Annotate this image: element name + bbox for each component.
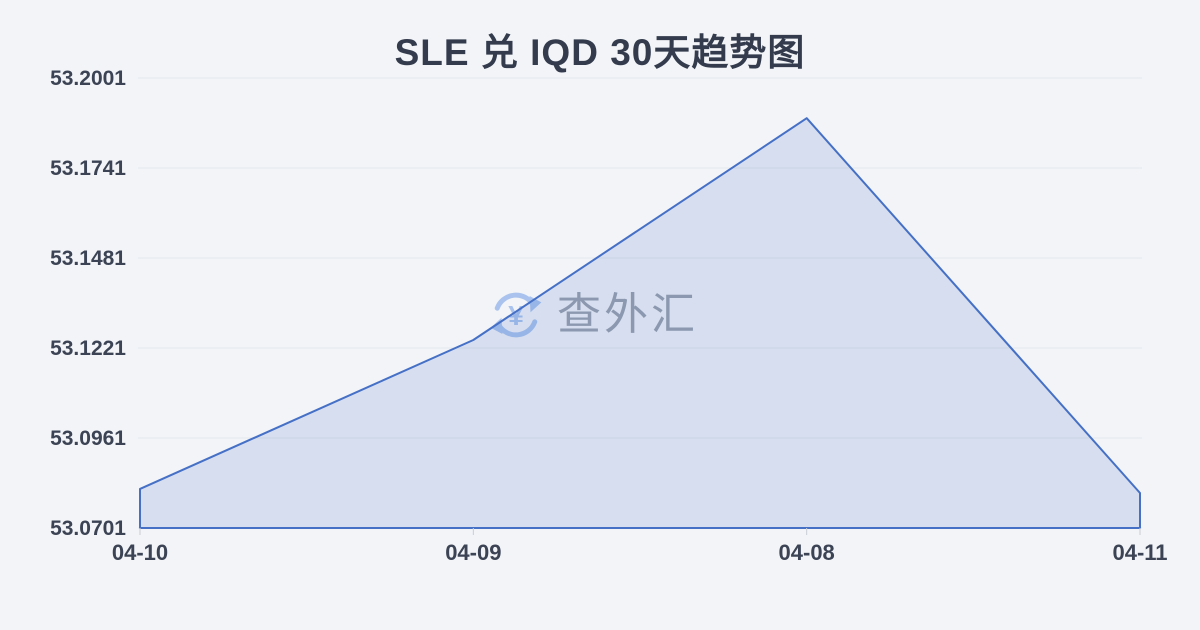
x-axis-tick-label: 04-09 xyxy=(445,540,501,565)
watermark-text: 查外汇 xyxy=(557,290,698,339)
currency-exchange-icon: ¥ xyxy=(490,292,542,338)
chart-title: SLE 兑 IQD 30天趋势图 xyxy=(394,32,806,73)
y-axis-tick-label: 53.0701 xyxy=(50,517,126,540)
y-axis-tick-label: 53.1741 xyxy=(50,157,126,180)
exchange-arrowhead-bottom xyxy=(490,317,503,335)
exchange-arrowhead-top xyxy=(529,295,542,313)
x-axis-tick-label: 04-11 xyxy=(1112,540,1167,565)
yuan-glyph: ¥ xyxy=(508,300,524,331)
y-axis-tick-label: 53.0961 xyxy=(50,427,126,450)
trend-area xyxy=(139,117,1141,529)
y-axis-tick-label: 53.1481 xyxy=(50,247,126,270)
exchange-arrow-top xyxy=(494,292,536,311)
watermark: ¥ 查外汇 xyxy=(487,286,698,344)
x-axis-tick-label: 04-10 xyxy=(112,540,168,565)
x-axis-tick-label: 04-08 xyxy=(779,540,835,565)
exchange-arrow-bottom xyxy=(496,319,538,338)
y-axis-tick-label: 53.1221 xyxy=(50,337,126,360)
